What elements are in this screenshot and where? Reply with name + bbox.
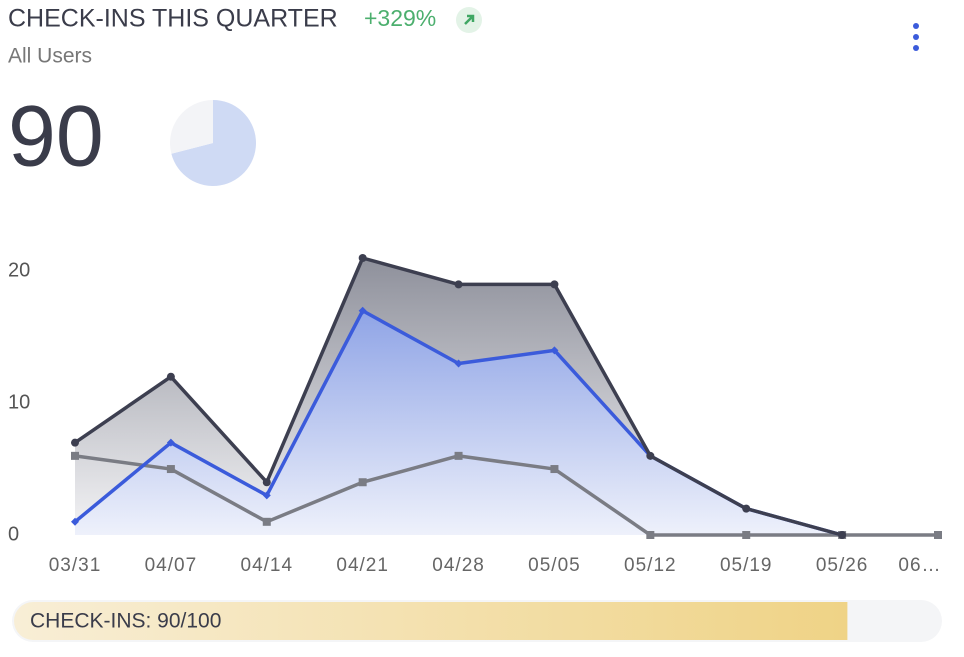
title: CHECK-INS THIS QUARTER xyxy=(8,5,338,33)
point xyxy=(166,465,175,474)
point xyxy=(454,359,463,368)
x-tick-label: 04/28 xyxy=(432,555,485,576)
y-tick-label: 0 xyxy=(8,523,19,545)
point xyxy=(166,438,175,447)
menu[interactable] xyxy=(913,23,919,51)
point xyxy=(550,346,559,355)
x-tick-label: 05/19 xyxy=(720,555,773,576)
point xyxy=(454,451,463,460)
point xyxy=(262,478,271,487)
point xyxy=(742,531,751,539)
x-tick-label: 05/12 xyxy=(624,555,677,576)
x-tick-label: 06… xyxy=(898,555,941,576)
point xyxy=(358,254,367,262)
point xyxy=(454,280,463,289)
point xyxy=(262,491,271,500)
change: +329% xyxy=(364,5,436,31)
y-tick-label: 10 xyxy=(8,391,30,413)
point xyxy=(358,306,367,315)
point xyxy=(838,531,847,539)
subtitle: All Users xyxy=(8,45,92,68)
point xyxy=(550,280,559,289)
y-tick-label: 20 xyxy=(8,259,30,281)
point xyxy=(358,478,367,487)
total: 90 xyxy=(8,89,104,185)
progress-fill xyxy=(14,602,848,640)
x-tick-label: 05/26 xyxy=(816,555,869,576)
x-tick-label: 03/31 xyxy=(49,555,102,576)
point xyxy=(550,465,559,474)
x-tick-label: 05/05 xyxy=(528,555,581,576)
progress-label: CHECK-INS: 90/100 xyxy=(30,610,221,633)
x-tick-label: 04/07 xyxy=(145,555,198,576)
point xyxy=(71,517,79,526)
point xyxy=(166,372,175,381)
point xyxy=(71,451,79,460)
trend-arrow xyxy=(464,14,475,25)
area xyxy=(75,310,843,535)
point xyxy=(646,451,655,460)
x-tick-label: 04/21 xyxy=(336,555,389,576)
pie-slice xyxy=(170,100,213,154)
line xyxy=(74,454,938,537)
x-tick-label: 04/14 xyxy=(241,555,294,576)
pie-slice xyxy=(171,100,256,187)
point xyxy=(262,517,271,526)
point xyxy=(646,531,655,539)
point xyxy=(742,504,751,513)
point xyxy=(934,531,942,539)
point xyxy=(71,438,79,447)
